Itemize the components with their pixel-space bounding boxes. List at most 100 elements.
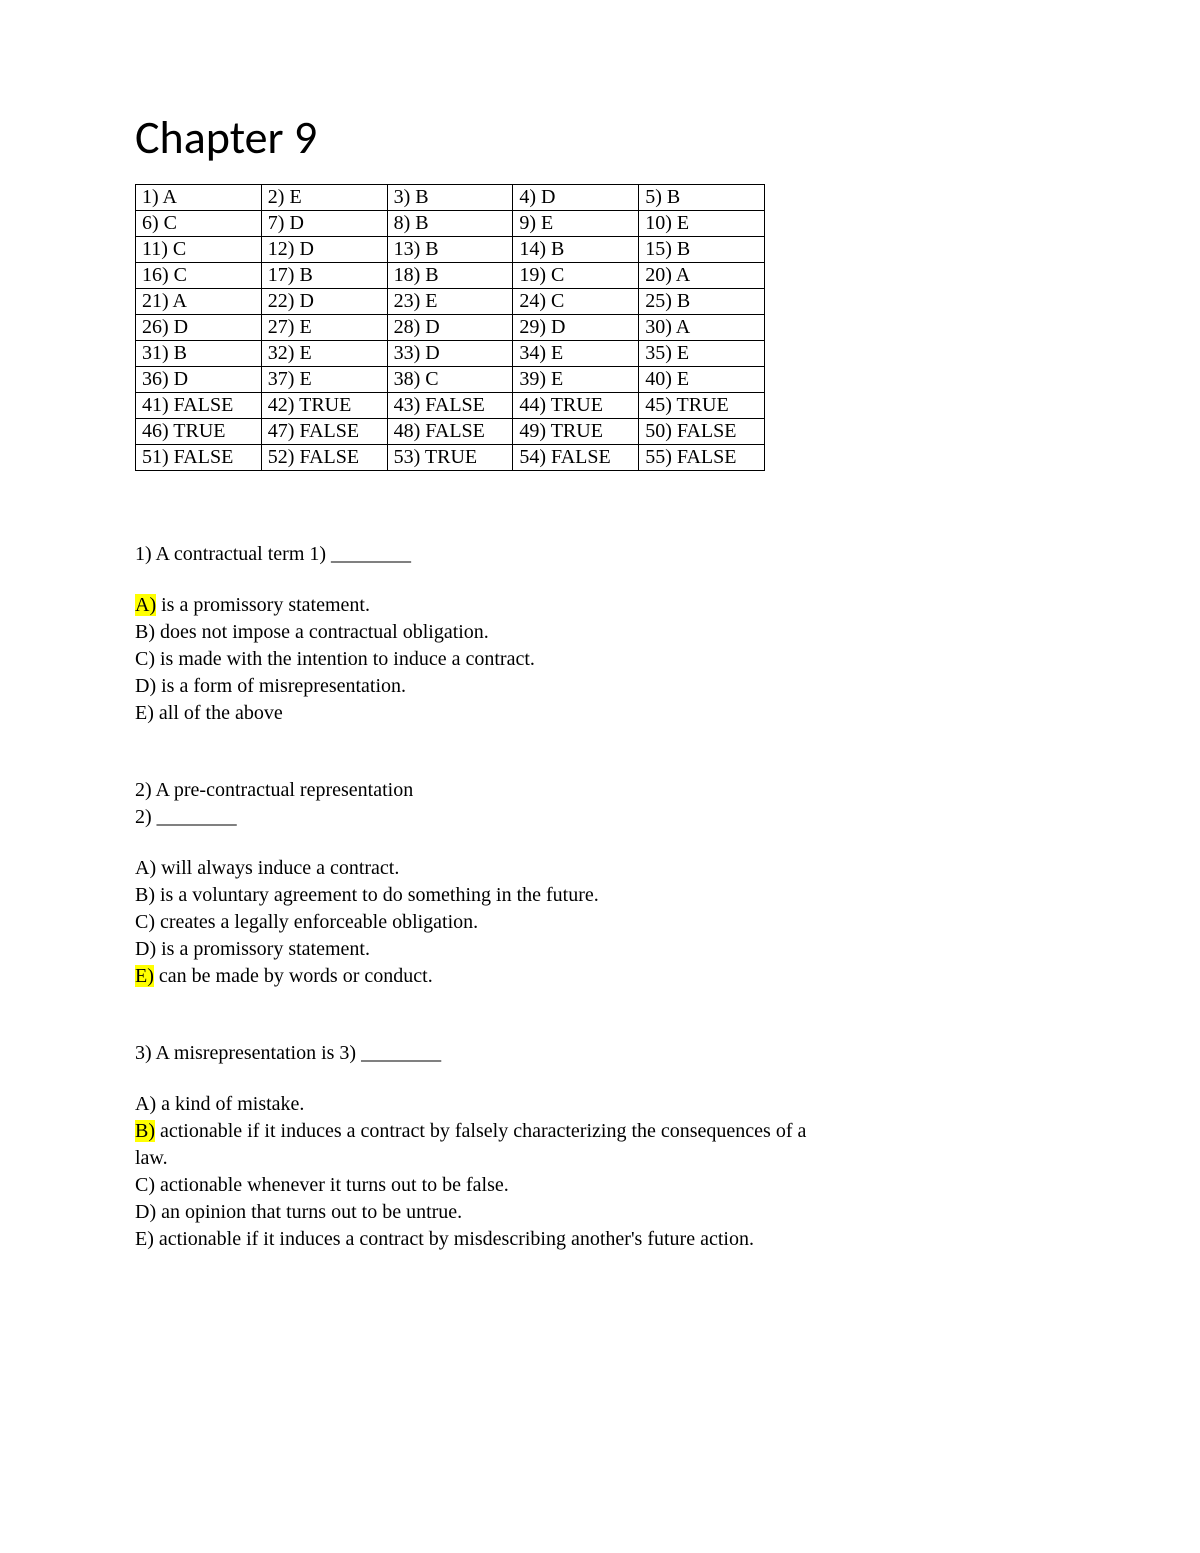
question-prompt-line: 2) ________ bbox=[135, 804, 825, 831]
question-prompt: 3) A misrepresentation is 3) ________ bbox=[135, 1040, 825, 1067]
answer-cell: 40) E bbox=[639, 367, 765, 393]
answer-cell: 49) TRUE bbox=[513, 419, 639, 445]
choice-letter: D) bbox=[135, 675, 156, 697]
choice-text: actionable if it induces a contract by m… bbox=[154, 1228, 754, 1250]
answer-cell: 9) E bbox=[513, 211, 639, 237]
answer-cell: 20) A bbox=[639, 263, 765, 289]
choice-letter: D) bbox=[135, 938, 156, 960]
choice-text: does not impose a contractual obligation… bbox=[155, 621, 489, 643]
answer-cell: 55) FALSE bbox=[639, 445, 765, 471]
answer-cell: 7) D bbox=[261, 211, 387, 237]
choice: E) can be made by words or conduct. bbox=[135, 963, 825, 990]
answer-cell: 39) E bbox=[513, 367, 639, 393]
choice-letter: E) bbox=[135, 1228, 154, 1250]
answer-cell: 25) B bbox=[639, 289, 765, 315]
answer-cell: 23) E bbox=[387, 289, 513, 315]
choice-text: can be made by words or conduct. bbox=[154, 965, 433, 987]
answer-cell: 17) B bbox=[261, 263, 387, 289]
answer-cell: 6) C bbox=[136, 211, 262, 237]
question-prompt-line: 3) A misrepresentation is 3) ________ bbox=[135, 1040, 825, 1067]
table-row: 16) C17) B18) B19) C20) A bbox=[136, 263, 765, 289]
answer-cell: 53) TRUE bbox=[387, 445, 513, 471]
table-row: 21) A22) D23) E24) C25) B bbox=[136, 289, 765, 315]
answer-cell: 21) A bbox=[136, 289, 262, 315]
answer-cell: 48) FALSE bbox=[387, 419, 513, 445]
choice-letter: B) bbox=[135, 884, 155, 906]
answer-cell: 11) C bbox=[136, 237, 262, 263]
choice: C) creates a legally enforceable obligat… bbox=[135, 909, 825, 936]
question-block: 3) A misrepresentation is 3) ________ A) … bbox=[135, 1040, 825, 1253]
choice: C) actionable whenever it turns out to b… bbox=[135, 1172, 825, 1199]
choice-text: is a promissory statement. bbox=[156, 938, 370, 960]
choice-letter: C) bbox=[135, 911, 155, 933]
answer-cell: 15) B bbox=[639, 237, 765, 263]
choice-text: creates a legally enforceable obligation… bbox=[155, 911, 478, 933]
choice: E) actionable if it induces a contract b… bbox=[135, 1226, 825, 1253]
answer-cell: 14) B bbox=[513, 237, 639, 263]
answer-cell: 37) E bbox=[261, 367, 387, 393]
page-title: Chapter 9 bbox=[135, 110, 1065, 166]
answer-cell: 22) D bbox=[261, 289, 387, 315]
answer-cell: 12) D bbox=[261, 237, 387, 263]
answer-cell: 10) E bbox=[639, 211, 765, 237]
answer-cell: 50) FALSE bbox=[639, 419, 765, 445]
answer-cell: 46) TRUE bbox=[136, 419, 262, 445]
answer-cell: 42) TRUE bbox=[261, 393, 387, 419]
choice: B) does not impose a contractual obligat… bbox=[135, 619, 825, 646]
question-prompt: 2) A pre-contractual representation2) __… bbox=[135, 777, 825, 831]
choice: E) all of the above bbox=[135, 700, 825, 727]
choice-text: is a voluntary agreement to do something… bbox=[155, 884, 599, 906]
choice: B) actionable if it induces a contract b… bbox=[135, 1118, 825, 1172]
table-row: 31) B32) E33) D34) E35) E bbox=[136, 341, 765, 367]
choice-text: is a form of misrepresentation. bbox=[156, 675, 406, 697]
answer-cell: 28) D bbox=[387, 315, 513, 341]
answer-cell: 33) D bbox=[387, 341, 513, 367]
answer-cell: 30) A bbox=[639, 315, 765, 341]
choice: D) is a promissory statement. bbox=[135, 936, 825, 963]
choice-letter: E) bbox=[135, 702, 154, 724]
answer-cell: 29) D bbox=[513, 315, 639, 341]
choice-letter: B) bbox=[135, 621, 155, 643]
answer-cell: 44) TRUE bbox=[513, 393, 639, 419]
answer-cell: 26) D bbox=[136, 315, 262, 341]
answer-cell: 38) C bbox=[387, 367, 513, 393]
choice-text: actionable whenever it turns out to be f… bbox=[155, 1174, 509, 1196]
choice: A) a kind of mistake. bbox=[135, 1091, 825, 1118]
choice: D) an opinion that turns out to be untru… bbox=[135, 1199, 825, 1226]
choice: C) is made with the intention to induce … bbox=[135, 646, 825, 673]
choice-letter: A) bbox=[135, 594, 156, 616]
table-row: 46) TRUE47) FALSE48) FALSE49) TRUE50) FA… bbox=[136, 419, 765, 445]
questions-container: 1) A contractual term 1) ________ A) is a… bbox=[135, 541, 825, 1253]
answer-cell: 31) B bbox=[136, 341, 262, 367]
question-prompt-line: 1) A contractual term 1) ________ bbox=[135, 541, 825, 568]
choice-text: will always induce a contract. bbox=[156, 857, 399, 879]
answer-cell: 8) B bbox=[387, 211, 513, 237]
answer-cell: 36) D bbox=[136, 367, 262, 393]
question-prompt: 1) A contractual term 1) ________ bbox=[135, 541, 825, 568]
answer-cell: 52) FALSE bbox=[261, 445, 387, 471]
answer-cell: 16) C bbox=[136, 263, 262, 289]
choice-text: is a promissory statement. bbox=[156, 594, 370, 616]
answer-cell: 13) B bbox=[387, 237, 513, 263]
table-row: 1) A2) E3) B4) D5) B bbox=[136, 185, 765, 211]
choice: A) is a promissory statement. bbox=[135, 592, 825, 619]
choice: B) is a voluntary agreement to do someth… bbox=[135, 882, 825, 909]
table-row: 51) FALSE52) FALSE53) TRUE54) FALSE55) F… bbox=[136, 445, 765, 471]
answer-cell: 32) E bbox=[261, 341, 387, 367]
answer-cell: 35) E bbox=[639, 341, 765, 367]
choice-letter: D) bbox=[135, 1201, 156, 1223]
choice-letter: E) bbox=[135, 965, 154, 987]
choice-letter: A) bbox=[135, 1093, 156, 1115]
choice-text: a kind of mistake. bbox=[156, 1093, 304, 1115]
answer-cell: 3) B bbox=[387, 185, 513, 211]
choice-letter: C) bbox=[135, 1174, 155, 1196]
answer-cell: 54) FALSE bbox=[513, 445, 639, 471]
choice-letter: B) bbox=[135, 1120, 155, 1142]
table-row: 41) FALSE42) TRUE43) FALSE44) TRUE45) TR… bbox=[136, 393, 765, 419]
answer-cell: 27) E bbox=[261, 315, 387, 341]
answer-cell: 5) B bbox=[639, 185, 765, 211]
answer-cell: 4) D bbox=[513, 185, 639, 211]
answer-cell: 47) FALSE bbox=[261, 419, 387, 445]
answer-cell: 41) FALSE bbox=[136, 393, 262, 419]
question-block: 1) A contractual term 1) ________ A) is a… bbox=[135, 541, 825, 727]
